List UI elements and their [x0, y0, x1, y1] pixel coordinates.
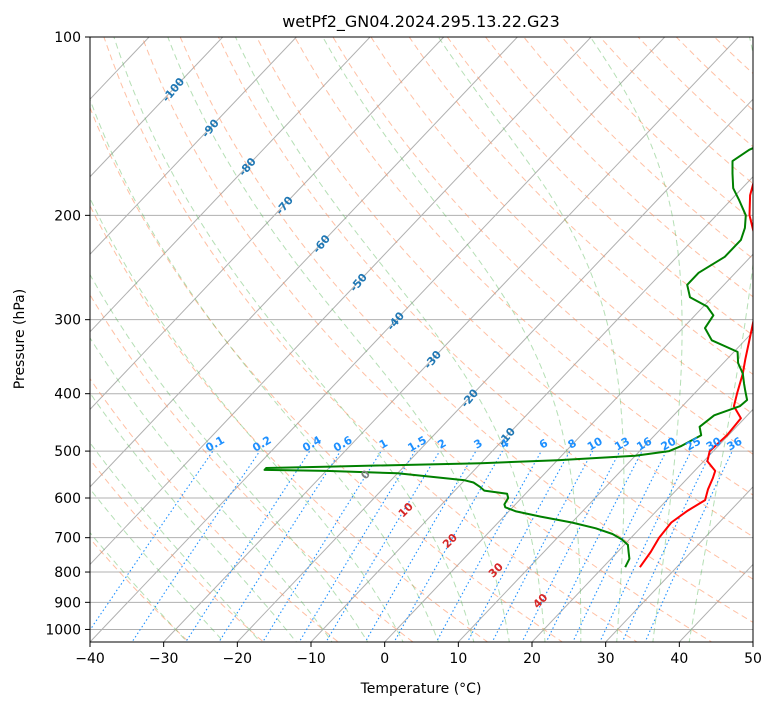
isotherm-line: [90, 37, 592, 566]
isotherm-line: [90, 37, 666, 642]
x-tick-label: −20: [223, 651, 253, 667]
moist-adiabat-line: [322, 37, 582, 642]
mixing-ratio-line: [435, 450, 542, 642]
x-tick-label: −10: [296, 651, 326, 667]
dry-adiabat-line: [90, 537, 190, 642]
x-tick-label: −30: [149, 651, 179, 667]
temperature-line: [639, 180, 753, 568]
dry-adiabat-line: [485, 37, 753, 298]
mixing-ratio-line: [599, 450, 692, 642]
isotherm-line: [90, 37, 519, 488]
plot-frame: [89, 36, 754, 643]
x-tick-label: 0: [380, 651, 389, 667]
mixing-ratio-line: [262, 450, 382, 642]
mixing-ratio-line: [491, 450, 594, 642]
plot-background: [90, 37, 753, 642]
isotherm-line: [90, 37, 445, 411]
moist-adiabat-line: [437, 37, 625, 642]
y-tick-label: 900: [54, 595, 81, 611]
x-tick-label: −40: [75, 651, 105, 667]
y-tick-label: 100: [54, 30, 81, 46]
isotherm-line: [90, 37, 298, 256]
isotherm-line: [604, 486, 753, 642]
moist-adiabat-line: [90, 273, 369, 642]
isotherm-line: [90, 37, 224, 178]
moist-adiabat-line: [90, 197, 404, 642]
dry-adiabat-line: [408, 37, 753, 375]
y-tick-label: 500: [54, 444, 81, 460]
isotherm-line: [162, 37, 740, 642]
y-tick-label: 600: [54, 491, 81, 507]
x-axis-label: Temperature (°C): [360, 681, 482, 697]
isotherm-line: [236, 98, 753, 642]
x-tick-label: 30: [597, 651, 615, 667]
data-series: [263, 147, 753, 568]
dry-adiabat-line: [90, 204, 489, 642]
dewpoint-line: [263, 147, 753, 568]
moist-adiabat-line: [113, 37, 475, 642]
mixing-ratio-line: [466, 450, 571, 642]
chart-title: wetPf2_GN04.2024.295.13.22.G23: [282, 12, 560, 32]
y-axis-label: Pressure (hPa): [12, 289, 28, 389]
moist-adiabat-line: [688, 37, 753, 642]
mixing-ratio-line: [364, 450, 477, 642]
x-tick-label: 50: [744, 651, 762, 667]
isotherm-line: [310, 176, 753, 642]
x-tick-label: 10: [449, 651, 467, 667]
y-tick-label: 700: [54, 531, 81, 547]
isotherm-line: [90, 37, 371, 333]
dry-adiabat-line: [141, 37, 713, 642]
dry-adiabat-line: [446, 37, 753, 336]
y-tick-label: 200: [54, 208, 81, 224]
mixing-ratio-line: [393, 450, 503, 642]
dry-adiabat-line: [752, 37, 753, 39]
y-tick-label: 300: [54, 313, 81, 329]
isotherm-line: [531, 408, 753, 642]
mixing-ratio-line: [218, 450, 341, 642]
moist-adiabat-line: [90, 392, 297, 642]
y-tick-label: 400: [54, 387, 81, 403]
y-tick-label: 800: [54, 565, 81, 581]
moist-adiabat-line: [589, 37, 683, 642]
moist-adiabat-line: [90, 98, 440, 642]
moist-adiabat-line: [90, 336, 333, 642]
y-tick-label: 1000: [45, 622, 81, 638]
x-tick-label: 40: [670, 651, 688, 667]
dry-adiabat-line: [90, 106, 564, 642]
axes: −40 −30 −20 −10 0 10 20 30 40 50 100 200 300 400 500 60…: [45, 30, 762, 667]
moist-adiabat-line: [234, 37, 546, 642]
background-lines: [90, 37, 753, 642]
mixing-ratio-line: [298, 450, 416, 642]
isotherm-line: [383, 253, 753, 642]
mixing-ratio-line: [90, 450, 214, 631]
dry-adiabat-line: [90, 458, 265, 642]
mixing-ratio-line: [131, 450, 261, 642]
moist-adiabat-line: [167, 37, 510, 642]
isotherm-line: [457, 331, 753, 642]
mixing-ratio-line: [185, 450, 311, 642]
mixing-ratio-line: [325, 450, 441, 642]
x-tick-label: 20: [523, 651, 541, 667]
mixing-ratio-line: [572, 450, 667, 642]
dry-adiabat-line: [179, 37, 753, 623]
